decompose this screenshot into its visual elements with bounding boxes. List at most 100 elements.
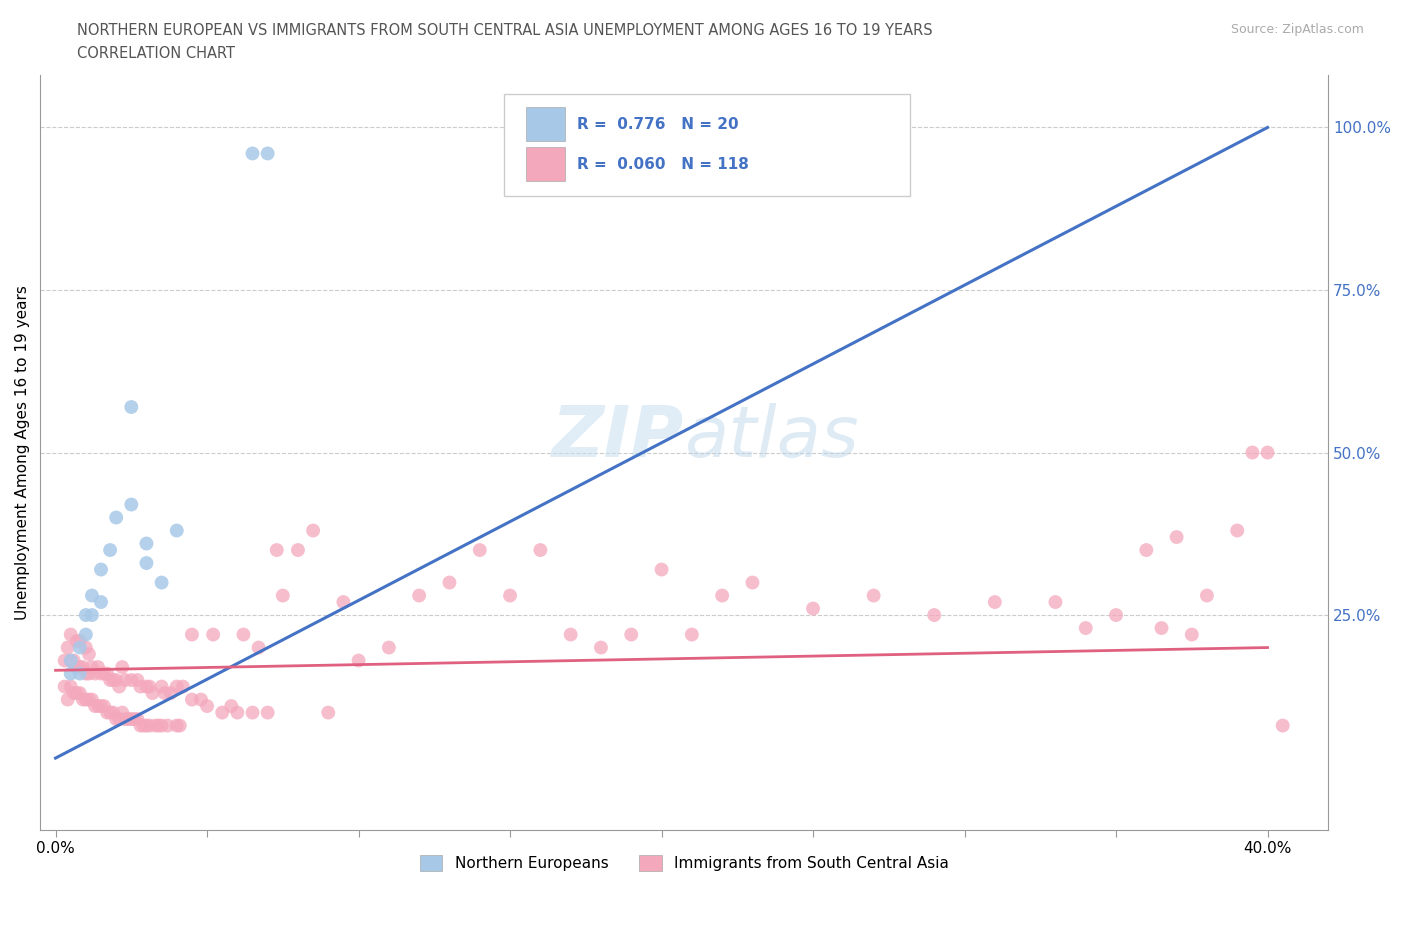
Point xyxy=(468,542,491,557)
Point xyxy=(108,711,131,726)
Point xyxy=(226,705,249,720)
Text: atlas: atlas xyxy=(685,403,859,472)
Point xyxy=(138,718,160,733)
Point xyxy=(66,685,89,700)
Point xyxy=(129,718,152,733)
Point xyxy=(59,627,82,642)
Point xyxy=(93,666,115,681)
Point xyxy=(1045,594,1067,609)
Point xyxy=(96,705,118,720)
Point xyxy=(96,666,118,681)
Point xyxy=(69,685,91,700)
Point xyxy=(87,659,110,674)
Point xyxy=(242,705,264,720)
Point xyxy=(75,692,97,707)
FancyBboxPatch shape xyxy=(503,94,910,196)
FancyBboxPatch shape xyxy=(526,107,565,141)
Point xyxy=(124,711,146,726)
Point xyxy=(90,594,112,609)
Point xyxy=(56,692,79,707)
Point xyxy=(159,685,181,700)
Point xyxy=(75,627,97,642)
Point xyxy=(90,698,112,713)
Y-axis label: Unemployment Among Ages 16 to 19 years: Unemployment Among Ages 16 to 19 years xyxy=(15,286,30,620)
FancyBboxPatch shape xyxy=(526,147,565,181)
Point xyxy=(1150,620,1173,635)
Point xyxy=(1105,607,1128,622)
Point xyxy=(90,666,112,681)
Point xyxy=(105,711,128,726)
Point xyxy=(266,542,288,557)
Point xyxy=(560,627,582,642)
Point xyxy=(87,698,110,713)
Point xyxy=(150,718,173,733)
Point xyxy=(84,698,107,713)
Point xyxy=(232,627,254,642)
Point xyxy=(120,400,142,415)
Point xyxy=(105,672,128,687)
Point xyxy=(101,705,124,720)
Point xyxy=(1241,445,1264,460)
Point xyxy=(90,562,112,577)
Point xyxy=(681,627,703,642)
Point xyxy=(145,718,167,733)
Point xyxy=(202,627,225,642)
Point xyxy=(84,666,107,681)
Point xyxy=(120,672,142,687)
Point xyxy=(101,672,124,687)
Point xyxy=(180,627,202,642)
Point xyxy=(53,679,76,694)
Point xyxy=(108,679,131,694)
Point xyxy=(150,575,173,590)
Point xyxy=(211,705,233,720)
Text: R =  0.060   N = 118: R = 0.060 N = 118 xyxy=(578,157,749,172)
Point xyxy=(247,640,270,655)
Point xyxy=(66,633,89,648)
Point xyxy=(984,594,1007,609)
Point xyxy=(862,588,884,603)
Point xyxy=(1135,542,1157,557)
Point xyxy=(190,692,212,707)
Point xyxy=(75,607,97,622)
Point xyxy=(59,666,82,681)
Point xyxy=(69,666,91,681)
Text: NORTHERN EUROPEAN VS IMMIGRANTS FROM SOUTH CENTRAL ASIA UNEMPLOYMENT AMONG AGES : NORTHERN EUROPEAN VS IMMIGRANTS FROM SOU… xyxy=(77,23,934,38)
Point xyxy=(153,685,176,700)
Text: R =  0.776   N = 20: R = 0.776 N = 20 xyxy=(578,117,740,132)
Point xyxy=(1195,588,1218,603)
Point xyxy=(316,705,339,720)
Point xyxy=(150,679,173,694)
Point xyxy=(242,146,264,161)
Point xyxy=(801,601,824,616)
Point xyxy=(620,627,643,642)
Point xyxy=(80,692,103,707)
Point xyxy=(117,711,139,726)
Legend: Northern Europeans, Immigrants from South Central Asia: Northern Europeans, Immigrants from Sout… xyxy=(419,855,949,871)
Point xyxy=(66,659,89,674)
Point xyxy=(59,653,82,668)
Text: Source: ZipAtlas.com: Source: ZipAtlas.com xyxy=(1230,23,1364,36)
Point xyxy=(72,692,94,707)
Point xyxy=(59,679,82,694)
Point xyxy=(80,659,103,674)
Point xyxy=(287,542,309,557)
Point xyxy=(129,679,152,694)
Point xyxy=(1271,718,1294,733)
Point xyxy=(72,659,94,674)
Point xyxy=(114,672,136,687)
Point xyxy=(711,588,734,603)
Point xyxy=(741,575,763,590)
Point xyxy=(135,718,157,733)
Point xyxy=(75,640,97,655)
Point xyxy=(332,594,354,609)
Point xyxy=(529,542,551,557)
Point xyxy=(148,718,170,733)
Point xyxy=(1181,627,1204,642)
Point xyxy=(221,698,243,713)
Point xyxy=(120,498,142,512)
Point xyxy=(166,523,188,538)
Point xyxy=(77,646,100,661)
Point xyxy=(169,718,191,733)
Point xyxy=(156,718,179,733)
Point xyxy=(439,575,461,590)
